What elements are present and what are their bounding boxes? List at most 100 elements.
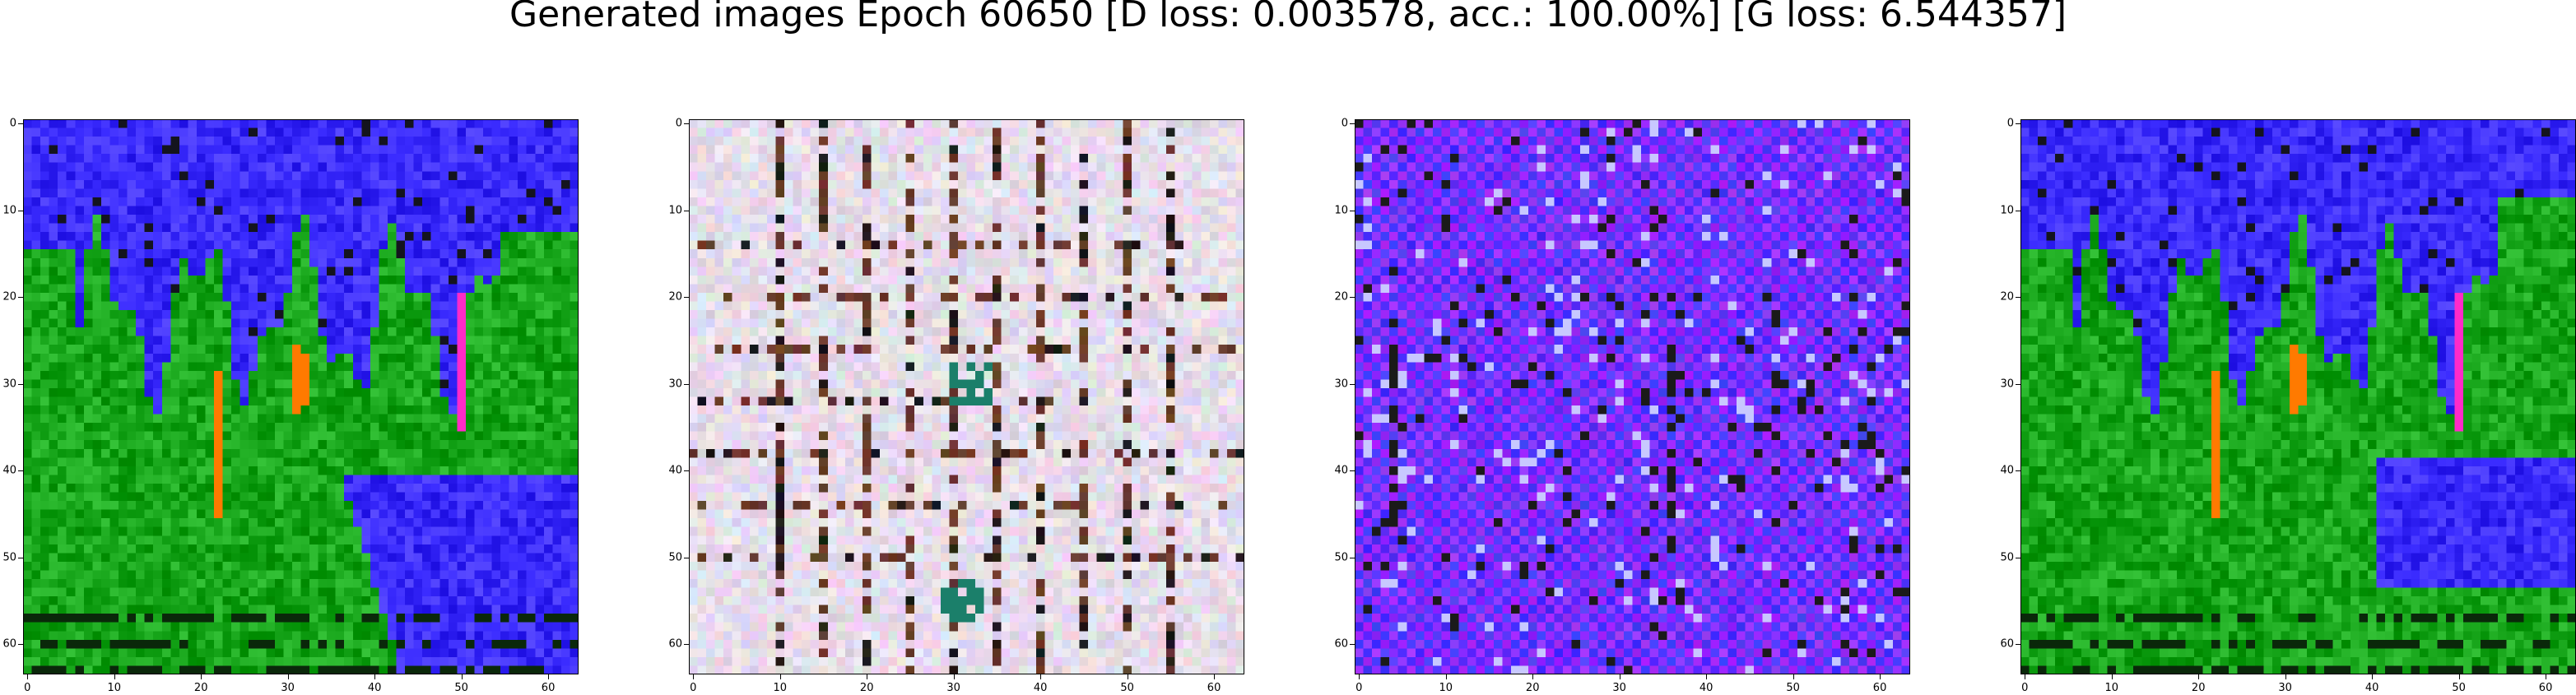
x-tick (953, 674, 955, 679)
y-tick-label: 50 (2, 551, 16, 564)
y-tick (18, 297, 23, 299)
y-tick (18, 123, 23, 125)
x-tick-label: 30 (2278, 682, 2292, 694)
x-tick (1532, 674, 1534, 679)
x-tick-label: 30 (946, 682, 960, 694)
y-tick-label: 20 (2000, 290, 2014, 303)
x-tick (461, 674, 463, 679)
y-tick-label: 10 (1334, 204, 1348, 217)
y-tick-label: 10 (2000, 204, 2014, 217)
x-tick (1214, 674, 1216, 679)
x-tick-label: 0 (24, 682, 31, 694)
x-tick-label: 20 (1525, 682, 1540, 694)
image-panel-1: 0 0 10 10 20 20 30 30 40 40 50 50 60 60 (2, 118, 579, 694)
y-tick (18, 470, 23, 472)
y-tick-label: 10 (2, 204, 16, 217)
x-tick (114, 674, 115, 679)
axes-frame (689, 119, 1244, 674)
x-tick-label: 60 (1207, 682, 1221, 694)
x-tick (2198, 674, 2200, 679)
y-tick-label: 0 (9, 117, 16, 130)
x-tick-label: 30 (1612, 682, 1626, 694)
y-tick-label: 0 (1341, 117, 1348, 130)
y-tick-label: 50 (1334, 551, 1348, 564)
x-tick-label: 50 (2452, 682, 2466, 694)
y-tick-label: 40 (668, 464, 682, 477)
y-tick-label: 30 (668, 378, 682, 391)
y-tick (1350, 644, 1355, 646)
x-tick (779, 674, 781, 679)
x-tick (2285, 674, 2286, 679)
y-tick-label: 50 (2000, 551, 2014, 564)
axes-frame (2020, 119, 2576, 674)
x-tick-label: 40 (367, 682, 382, 694)
x-tick (287, 674, 289, 679)
y-tick (2016, 297, 2020, 299)
y-tick (1350, 297, 1355, 299)
y-tick (684, 383, 689, 385)
x-tick-label: 10 (1439, 682, 1453, 694)
y-tick (684, 644, 689, 646)
x-tick (201, 674, 202, 679)
generated-image-2 (689, 119, 1244, 674)
generated-image-3 (1355, 119, 1910, 674)
x-tick-label: 50 (1786, 682, 1800, 694)
x-tick-label: 10 (107, 682, 122, 694)
image-panel-4: 0 0 10 10 20 20 30 30 40 40 50 50 60 60 (2000, 118, 2576, 694)
x-tick (548, 674, 550, 679)
figure-title: Generated images Epoch 60650 [D loss: 0.… (509, 0, 2067, 35)
y-tick (684, 123, 689, 125)
y-tick-label: 60 (2000, 637, 2014, 651)
x-tick-label: 40 (1033, 682, 1048, 694)
x-tick-label: 50 (1120, 682, 1134, 694)
x-tick-label: 10 (773, 682, 788, 694)
y-tick-label: 30 (1334, 378, 1348, 391)
y-tick (18, 644, 23, 646)
y-tick-label: 10 (668, 204, 682, 217)
x-tick-label: 60 (1872, 682, 1887, 694)
x-tick-label: 0 (2021, 682, 2029, 694)
y-tick (2016, 470, 2020, 472)
y-tick (2016, 123, 2020, 125)
y-tick-label: 50 (668, 551, 682, 564)
y-tick-label: 40 (2, 464, 16, 477)
x-tick-label: 40 (1699, 682, 1713, 694)
x-tick-label: 50 (454, 682, 468, 694)
x-tick (27, 674, 29, 679)
x-tick-label: 60 (541, 682, 556, 694)
x-tick-label: 30 (281, 682, 295, 694)
y-tick (2016, 644, 2020, 646)
y-tick (684, 470, 689, 472)
x-tick (2111, 674, 2113, 679)
x-tick (1445, 674, 1447, 679)
x-tick (2372, 674, 2374, 679)
y-tick-label: 40 (2000, 464, 2014, 477)
x-tick-label: 0 (1355, 682, 1363, 694)
x-tick-label: 20 (193, 682, 208, 694)
y-tick (18, 383, 23, 385)
y-tick-label: 20 (2, 290, 16, 303)
x-tick (1793, 674, 1794, 679)
y-tick (1350, 123, 1355, 125)
x-tick-label: 20 (2191, 682, 2206, 694)
x-tick (1040, 674, 1042, 679)
x-tick-label: 60 (2538, 682, 2553, 694)
x-tick (1359, 674, 1360, 679)
y-tick-label: 40 (1334, 464, 1348, 477)
x-tick-label: 10 (2104, 682, 2119, 694)
x-tick (374, 674, 376, 679)
x-tick (693, 674, 695, 679)
x-tick (2458, 674, 2460, 679)
axes-frame (1355, 119, 1910, 674)
x-tick-label: 40 (2364, 682, 2379, 694)
y-tick-label: 30 (2000, 378, 2014, 391)
y-tick (1350, 383, 1355, 385)
y-tick-label: 30 (2, 378, 16, 391)
image-panel-3: 0 0 10 10 20 20 30 30 40 40 50 50 60 60 (1334, 118, 1910, 694)
y-tick-label: 0 (675, 117, 682, 130)
y-tick (684, 297, 689, 299)
x-tick (1706, 674, 1708, 679)
x-tick-label: 0 (690, 682, 697, 694)
y-tick-label: 0 (2006, 117, 2014, 130)
y-tick-label: 20 (1334, 290, 1348, 303)
